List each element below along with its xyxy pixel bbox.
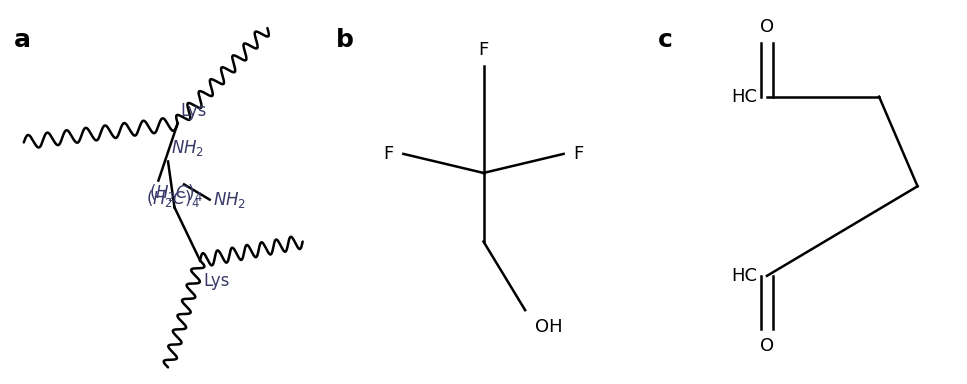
Text: $NH_2$: $NH_2$: [171, 138, 204, 158]
Text: O: O: [760, 337, 774, 355]
Text: F: F: [384, 145, 394, 163]
Text: b: b: [337, 28, 354, 52]
Text: Lys: Lys: [203, 272, 230, 290]
Text: $NH_2$: $NH_2$: [213, 190, 246, 210]
Text: HC: HC: [731, 267, 757, 285]
Text: F: F: [479, 41, 488, 59]
Text: $(H_2C)_4$: $(H_2C)_4$: [146, 188, 199, 209]
Text: c: c: [658, 28, 673, 52]
Text: HC: HC: [731, 88, 757, 106]
Text: $(H_2C)_4$: $(H_2C)_4$: [149, 182, 203, 204]
Text: O: O: [760, 18, 774, 36]
Text: F: F: [573, 145, 583, 163]
Text: a: a: [15, 28, 31, 52]
Text: Lys: Lys: [181, 101, 207, 119]
Text: OH: OH: [535, 318, 563, 336]
